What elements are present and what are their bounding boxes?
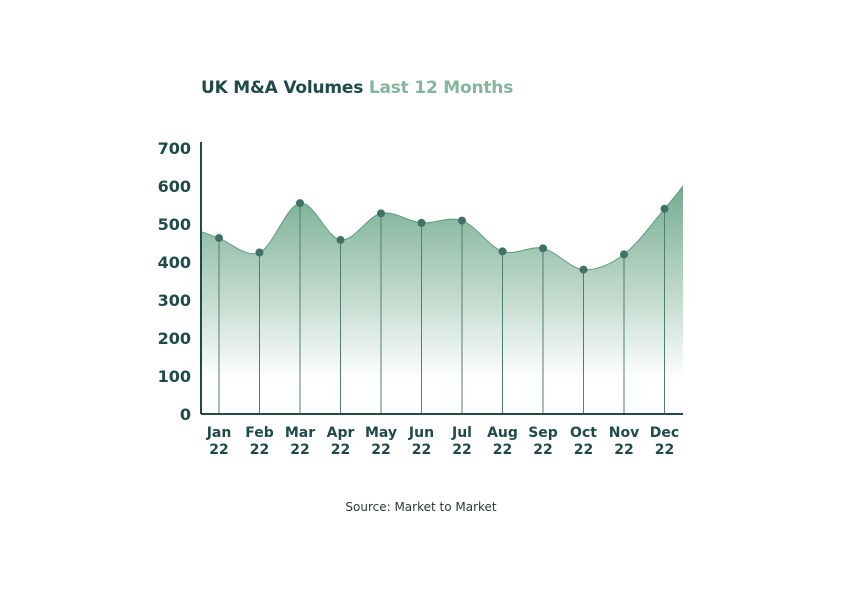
source-note: Source: Market to Market xyxy=(345,500,497,514)
x-tick-label-jun: Jun 22 xyxy=(408,425,434,458)
data-point-mar xyxy=(296,199,304,208)
chart-title: UK M&A Volumes Last 12 Months xyxy=(201,78,513,98)
x-tick-label-aug: Aug 22 xyxy=(487,425,518,458)
data-point-apr xyxy=(336,235,345,244)
y-tick-label-600: 600 xyxy=(158,177,191,196)
y-tick-label-400: 400 xyxy=(158,253,191,272)
x-tick-label-jan: Jan 22 xyxy=(206,425,232,458)
data-point-oct xyxy=(579,265,588,274)
x-tick-label-jul: Jul 22 xyxy=(451,425,472,458)
x-tick-label-oct: Oct 22 xyxy=(570,425,597,458)
x-tick-label-mar: Mar 22 xyxy=(285,425,315,458)
area-fill xyxy=(201,186,683,414)
data-point-may xyxy=(377,209,385,218)
data-point-jul xyxy=(458,216,466,225)
data-point-nov xyxy=(620,250,628,259)
title-sub: Last 12 Months xyxy=(368,78,514,98)
x-tick-label-sep: Sep 22 xyxy=(528,425,558,458)
title-main: UK M&A Volumes xyxy=(201,78,364,98)
y-tick-label-700: 700 xyxy=(158,139,191,158)
data-point-jun xyxy=(417,218,426,227)
x-tick-label-may: May 22 xyxy=(365,425,397,458)
series-line xyxy=(200,185,684,271)
x-tick-label-apr: Apr 22 xyxy=(327,425,355,458)
data-point-dec xyxy=(660,204,669,213)
y-tick-label-200: 200 xyxy=(158,329,191,348)
data-point-jan xyxy=(215,234,223,243)
x-tick-label-dec: Dec 22 xyxy=(650,425,679,458)
x-tick-label-feb: Feb 22 xyxy=(245,425,274,458)
x-tick-label-nov: Nov 22 xyxy=(609,425,639,458)
y-tick-label-500: 500 xyxy=(158,215,191,234)
y-tick-label-300: 300 xyxy=(158,291,191,310)
y-tick-label-0: 0 xyxy=(180,405,191,424)
data-point-feb xyxy=(255,248,264,257)
data-point-aug xyxy=(498,247,507,256)
y-tick-label-100: 100 xyxy=(158,367,191,386)
data-point-sep xyxy=(539,244,547,253)
